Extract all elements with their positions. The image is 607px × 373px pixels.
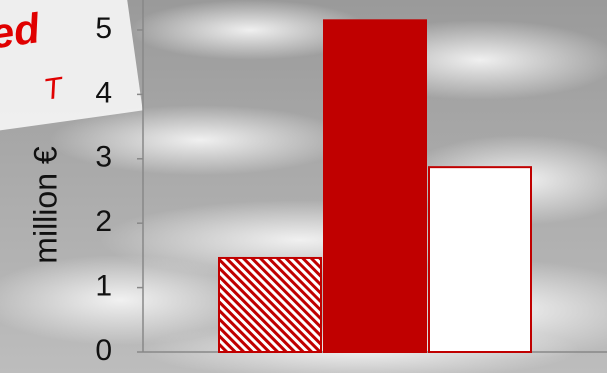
bar [428,166,532,353]
y-tick-label: 2 [95,205,112,238]
y-tick-label: 0 [95,334,112,367]
annotation-panel [0,0,143,135]
annotation: ed [0,4,44,58]
y-tick-label: 1 [95,270,112,303]
y-tick-label: 3 [95,141,112,174]
y-tick-label: 4 [95,76,112,109]
annotation-box: ed T [0,0,143,135]
y-tick-label: 5 [95,12,112,45]
bar [218,256,322,353]
bar [323,19,427,353]
y-axis-label: million € [27,146,63,264]
